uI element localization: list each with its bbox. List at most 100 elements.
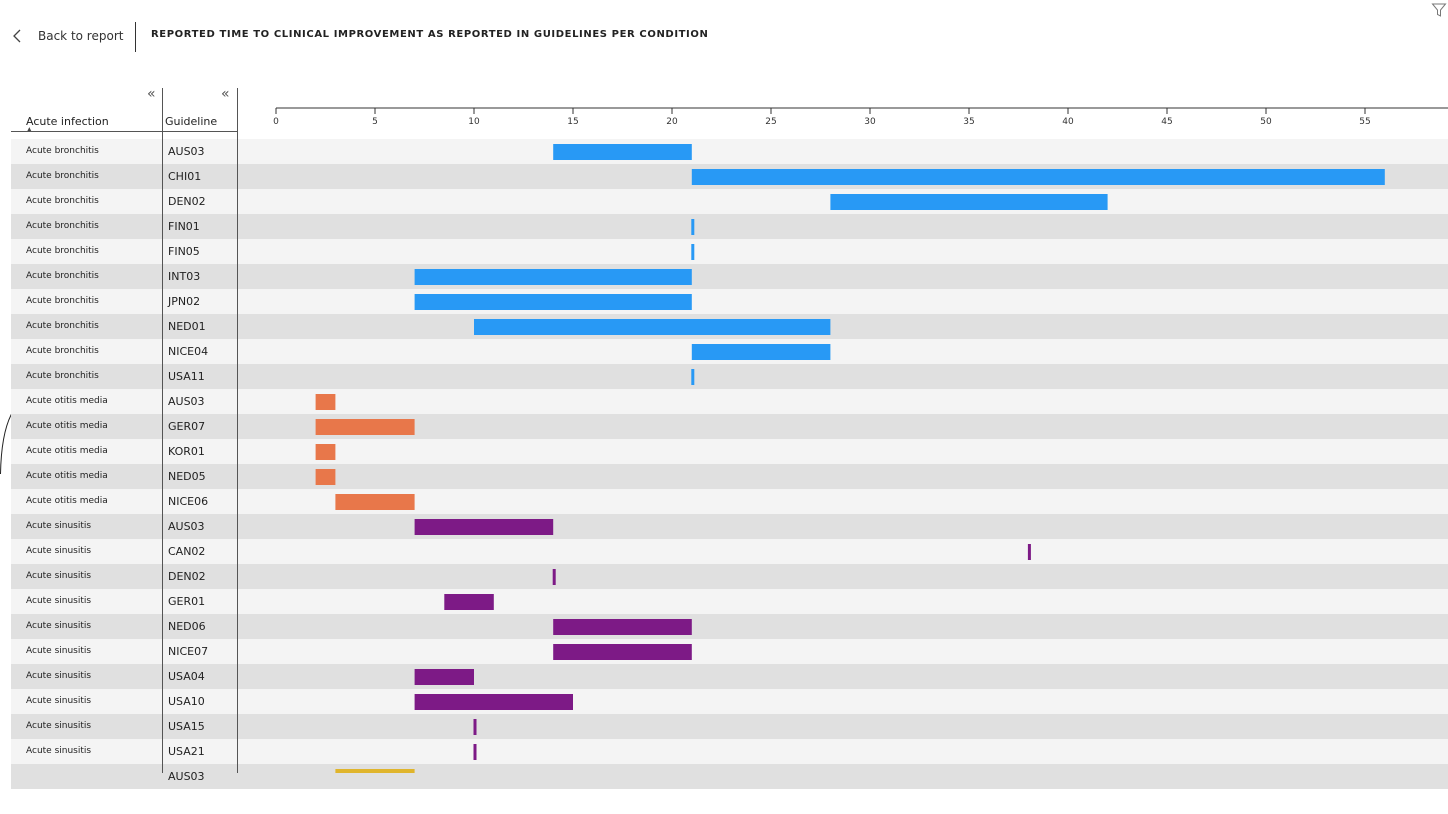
guideline-cell: AUS03 — [168, 395, 205, 408]
range-bar[interactable] — [553, 144, 692, 160]
table-row[interactable]: Acute bronchitis JPN02 — [11, 289, 1448, 314]
guideline-cell: NICE06 — [168, 495, 209, 508]
table-row[interactable]: Acute sinusitis DEN02 — [11, 564, 1448, 589]
x-tick-label: 0 — [273, 117, 279, 127]
infection-cell: Acute otitis media — [26, 421, 108, 431]
infection-cell: Acute bronchitis — [26, 271, 99, 281]
range-bar[interactable] — [414, 294, 692, 310]
page-title: REPORTED TIME TO CLINICAL IMPROVEMENT AS… — [151, 29, 709, 40]
range-bar[interactable] — [830, 194, 1108, 210]
table-row[interactable]: Acute bronchitis AUS03 — [11, 139, 1448, 164]
x-tick-label: 50 — [1260, 117, 1272, 127]
infection-cell: Acute bronchitis — [26, 246, 99, 256]
collapse-infection-column-icon[interactable]: « — [147, 86, 156, 102]
table-row[interactable]: Acute sinusitis CAN02 — [11, 539, 1448, 564]
guideline-cell: GER07 — [168, 420, 206, 433]
x-tick-label: 45 — [1161, 117, 1172, 127]
guideline-cell: USA10 — [168, 695, 205, 708]
column-header-guideline[interactable]: Guideline — [165, 115, 218, 128]
x-tick-label: 10 — [468, 117, 480, 127]
guideline-cell: JPN02 — [168, 295, 201, 308]
table-row[interactable]: Acute sinusitis USA21 — [11, 739, 1448, 764]
range-bar[interactable] — [335, 494, 415, 510]
table-row[interactable]: Acute sinusitis NICE07 — [11, 639, 1448, 664]
x-tick-label: 15 — [567, 117, 578, 127]
range-bar[interactable] — [691, 344, 831, 360]
column-divider-2 — [237, 88, 238, 773]
infection-cell: Acute sinusitis — [26, 646, 92, 656]
range-bar[interactable] — [553, 644, 692, 660]
range-bar[interactable] — [414, 269, 692, 285]
infection-cell: Acute bronchitis — [26, 171, 99, 181]
range-bar[interactable] — [691, 219, 695, 235]
table-row[interactable]: Acute sinusitis USA10 — [11, 689, 1448, 714]
range-bar[interactable] — [473, 719, 477, 735]
range-bar[interactable] — [691, 244, 695, 260]
infection-cell: Acute sinusitis — [26, 546, 92, 556]
header-divider — [135, 22, 136, 52]
table-row[interactable]: Acute bronchitis DEN02 — [11, 189, 1448, 214]
infection-cell: Acute sinusitis — [26, 596, 92, 606]
infection-cell: Acute sinusitis — [26, 721, 92, 731]
range-bar[interactable] — [414, 694, 573, 710]
guideline-cell: CHI01 — [168, 170, 202, 183]
table-row[interactable]: Acute sinusitis USA15 — [11, 714, 1448, 739]
infection-cell: Acute bronchitis — [26, 371, 99, 381]
column-header-acute-infection[interactable]: Acute infection — [26, 115, 109, 128]
range-bar[interactable] — [414, 669, 474, 685]
infection-cell: Acute otitis media — [26, 471, 108, 481]
guideline-cell: NED05 — [168, 470, 206, 483]
guideline-cell: NICE07 — [168, 645, 209, 658]
range-bar[interactable] — [315, 444, 336, 460]
range-bar[interactable] — [691, 369, 695, 385]
x-tick-label: 30 — [864, 117, 876, 127]
table-row[interactable]: Acute bronchitis FIN05 — [11, 239, 1448, 264]
range-bar[interactable] — [691, 169, 1385, 185]
table-row[interactable]: Acute otitis media AUS03 — [11, 389, 1448, 414]
table-row[interactable]: Acute otitis media NICE06 — [11, 489, 1448, 514]
infection-cell: Acute sinusitis — [26, 621, 92, 631]
range-bar[interactable] — [444, 594, 494, 610]
guideline-cell: GER01 — [168, 595, 206, 608]
guideline-cell: INT03 — [168, 270, 201, 283]
table-row[interactable]: Acute sinusitis NED06 — [11, 614, 1448, 639]
x-tick-label: 20 — [666, 117, 678, 127]
table-row[interactable]: Acute otitis media KOR01 — [11, 439, 1448, 464]
x-tick-label: 5 — [372, 117, 378, 127]
table-row[interactable]: Acute bronchitis INT03 — [11, 264, 1448, 289]
collapse-guideline-column-icon[interactable]: « — [221, 86, 230, 102]
table-row[interactable]: Acute bronchitis FIN01 — [11, 214, 1448, 239]
column-divider-1 — [162, 88, 163, 773]
range-bar[interactable] — [553, 619, 692, 635]
range-bar[interactable] — [414, 519, 554, 535]
range-bar[interactable] — [315, 394, 336, 410]
range-bar[interactable] — [315, 469, 336, 485]
infection-cell: Acute bronchitis — [26, 146, 99, 156]
x-axis: 0 5 10 15 20 25 30 35 40 45 50 55 — [273, 107, 1448, 127]
guideline-cell: FIN05 — [168, 245, 200, 258]
table-row[interactable]: Acute sinusitis AUS03 — [11, 514, 1448, 539]
range-bar[interactable] — [1027, 544, 1031, 560]
guideline-cell: USA15 — [168, 720, 205, 733]
guideline-cell: USA11 — [168, 370, 205, 383]
table-row[interactable]: Acute bronchitis USA11 — [11, 364, 1448, 389]
guideline-cell: NED06 — [168, 620, 206, 633]
x-tick-label: 25 — [765, 117, 776, 127]
range-bar[interactable] — [474, 319, 831, 335]
back-to-report-button[interactable]: Back to report — [10, 26, 123, 46]
range-bar[interactable] — [335, 769, 415, 773]
table-row[interactable]: Acute otitis media NED05 — [11, 464, 1448, 489]
guideline-cell: USA21 — [168, 745, 205, 758]
back-to-report-label: Back to report — [38, 29, 124, 43]
range-bar[interactable] — [315, 419, 415, 435]
range-bar[interactable] — [473, 744, 477, 760]
infection-cell: Acute otitis media — [26, 396, 108, 406]
infection-cell: Acute otitis media — [26, 446, 108, 456]
range-bar[interactable] — [552, 569, 556, 585]
table-row[interactable]: Acute sinusitis GER01 — [11, 589, 1448, 614]
infection-cell: Acute sinusitis — [26, 521, 92, 531]
table-row[interactable]: Acute otitis media GER07 — [11, 414, 1448, 439]
table-row[interactable]: Acute sinusitis USA04 — [11, 664, 1448, 689]
guideline-cell: CAN02 — [168, 545, 206, 558]
filter-icon[interactable] — [1431, 2, 1447, 18]
